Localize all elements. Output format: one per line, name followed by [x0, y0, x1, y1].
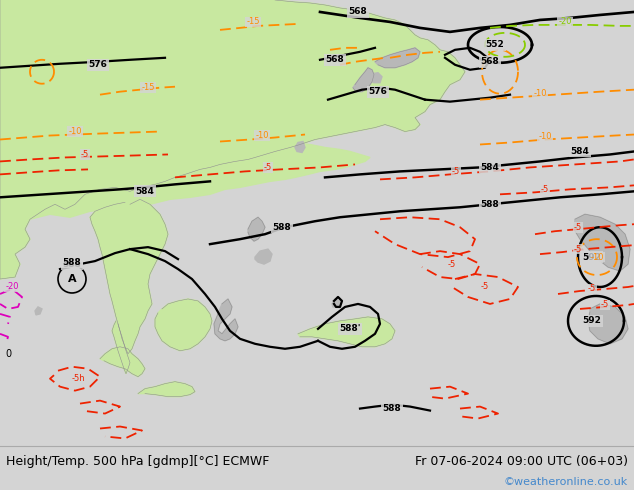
Text: Height/Temp. 500 hPa [gdmp][°C] ECMWF: Height/Temp. 500 hPa [gdmp][°C] ECMWF: [6, 455, 269, 467]
Text: -5: -5: [452, 167, 460, 176]
Polygon shape: [112, 321, 130, 374]
Text: -5: -5: [541, 185, 549, 194]
Text: -5: -5: [264, 163, 272, 172]
Polygon shape: [295, 142, 305, 152]
Polygon shape: [332, 299, 340, 307]
Polygon shape: [100, 347, 145, 377]
Text: -5: -5: [448, 260, 456, 269]
Text: -15: -15: [246, 18, 260, 26]
Text: 588: 588: [63, 260, 81, 269]
Polygon shape: [90, 199, 168, 354]
Text: -10: -10: [533, 89, 547, 98]
Text: -5: -5: [601, 300, 609, 309]
Text: A: A: [68, 274, 76, 284]
Text: 588: 588: [273, 223, 292, 232]
Text: 552: 552: [486, 40, 505, 49]
Text: -10: -10: [68, 127, 82, 136]
Polygon shape: [0, 0, 465, 279]
Text: 568: 568: [481, 57, 500, 66]
Text: 592: 592: [583, 253, 602, 262]
Polygon shape: [375, 48, 420, 68]
Text: -5h: -5h: [71, 374, 85, 383]
Polygon shape: [368, 73, 382, 83]
Polygon shape: [353, 68, 374, 92]
Polygon shape: [214, 299, 238, 341]
Text: -10: -10: [590, 253, 604, 262]
Text: 576: 576: [89, 60, 107, 69]
Polygon shape: [248, 217, 265, 241]
Text: -10: -10: [256, 131, 269, 140]
Polygon shape: [588, 304, 628, 344]
Text: -5: -5: [588, 285, 596, 294]
Text: 568: 568: [326, 55, 344, 64]
Text: -15: -15: [141, 83, 155, 92]
Text: -10: -10: [538, 132, 552, 141]
Text: Fr 07-06-2024 09:00 UTC (06+03): Fr 07-06-2024 09:00 UTC (06+03): [415, 455, 628, 467]
Text: 584: 584: [481, 163, 500, 172]
Text: 588: 588: [383, 404, 401, 413]
Text: ©weatheronline.co.uk: ©weatheronline.co.uk: [503, 477, 628, 487]
Text: -5: -5: [81, 150, 89, 159]
Text: 576: 576: [368, 87, 387, 96]
Polygon shape: [255, 249, 272, 264]
Polygon shape: [25, 118, 370, 219]
Text: -5: -5: [574, 245, 582, 254]
Text: 0: 0: [5, 349, 11, 359]
Text: -5: -5: [574, 223, 582, 232]
Text: 584: 584: [136, 187, 155, 196]
Text: 568: 568: [349, 7, 367, 17]
Text: 592: 592: [583, 317, 602, 325]
Polygon shape: [138, 382, 195, 396]
Text: 584: 584: [571, 147, 590, 156]
Text: 588: 588: [63, 258, 81, 267]
Text: 588: 588: [481, 200, 500, 209]
Polygon shape: [298, 317, 395, 347]
Text: -5: -5: [481, 283, 489, 292]
Polygon shape: [155, 299, 212, 351]
Text: -20: -20: [559, 18, 572, 26]
Polygon shape: [574, 214, 630, 271]
Text: -20: -20: [5, 283, 19, 292]
Polygon shape: [35, 307, 42, 315]
Text: 588': 588': [339, 324, 361, 333]
